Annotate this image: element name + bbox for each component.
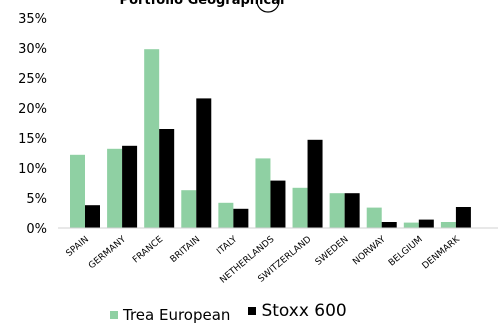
- x-tick-label: BELGIUM: [387, 235, 425, 269]
- bar-netherlands-trea: [255, 158, 271, 228]
- legend-swatch-stoxx: [248, 307, 257, 315]
- chart-title-group: Portfolio Geographical: [120, 0, 285, 13]
- x-tick-label: DENMARK: [421, 234, 463, 272]
- bar-belgium-stoxx: [418, 219, 434, 228]
- bar-italy-trea: [218, 202, 234, 228]
- bar-spain-trea: [70, 154, 85, 228]
- x-tick-label: GERMANY: [87, 234, 128, 271]
- bar-switzerland-trea: [292, 187, 308, 228]
- bar-italy-stoxx: [233, 208, 249, 228]
- x-tick-label: ITALY: [215, 234, 239, 257]
- bar-germany-trea: [107, 148, 123, 228]
- bar-norway-trea: [366, 207, 382, 228]
- y-tick-label: 25%: [18, 72, 47, 87]
- legend-label-trea: Trea European: [123, 306, 231, 324]
- x-tick-label: SWEDEN: [314, 235, 351, 268]
- globe-icon: [256, 0, 280, 13]
- bar-denmark-stoxx: [455, 207, 471, 228]
- y-axis: 0% 5% 10% 15% 20% 25% 30% 35%: [18, 12, 47, 237]
- bar-france-trea: [144, 49, 160, 229]
- y-tick-label: 30%: [18, 42, 47, 57]
- y-tick-label: 15%: [18, 132, 47, 147]
- x-tick-label: FRANCE: [131, 234, 165, 265]
- legend-swatch-trea: [110, 311, 118, 319]
- y-tick-label: 0%: [26, 222, 47, 237]
- y-tick-label: 20%: [18, 102, 47, 117]
- bar-spain-stoxx: [85, 205, 100, 228]
- bar-belgium-trea: [403, 222, 419, 228]
- bar-britain-trea: [181, 190, 197, 228]
- x-tick-label: BRITAIN: [169, 235, 203, 265]
- legend: Trea European Stoxx 600: [110, 301, 347, 325]
- bar-denmark-trea: [440, 222, 456, 228]
- bar-netherlands-stoxx: [270, 180, 286, 228]
- y-tick-label: 35%: [18, 12, 47, 27]
- bar-britain-stoxx: [196, 98, 212, 229]
- y-tick-label: 5%: [26, 192, 47, 207]
- legend-item-stoxx: Stoxx 600: [248, 301, 347, 321]
- bars: [70, 49, 471, 229]
- y-tick-label: 10%: [18, 162, 47, 177]
- bar-sweden-stoxx: [344, 193, 360, 228]
- bar-france-stoxx: [159, 129, 175, 228]
- bar-germany-stoxx: [122, 145, 138, 228]
- bar-norway-stoxx: [381, 222, 397, 228]
- x-tick-label: SPAIN: [64, 235, 90, 259]
- bar-switzerland-stoxx: [307, 139, 323, 228]
- legend-item-trea: Trea European: [110, 306, 230, 324]
- bar-sweden-trea: [329, 193, 345, 228]
- x-tick-label: NORWAY: [351, 234, 388, 267]
- chart-title: Portfolio Geographical: [120, 0, 285, 8]
- legend-label-stoxx: Stoxx 600: [261, 301, 347, 321]
